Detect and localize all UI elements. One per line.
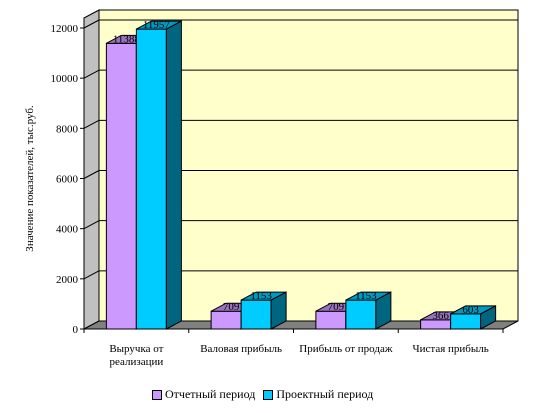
legend: Отчетный период Проектный период <box>152 387 373 402</box>
bar-top <box>136 20 182 30</box>
data-label: 11388 <box>113 33 141 45</box>
data-label: 1153 <box>250 290 272 302</box>
gridline-side <box>83 19 100 29</box>
bar-front <box>210 310 242 330</box>
gridline-side <box>83 119 100 129</box>
data-label: 366 <box>432 310 449 322</box>
bar-front <box>315 310 347 330</box>
legend-label-projected: Проектный период <box>276 387 374 401</box>
data-label: 11957 <box>143 19 171 31</box>
y-tick-label: 10000 <box>51 73 79 85</box>
y-tick-label: 4000 <box>56 224 79 236</box>
y-tick-label: 6000 <box>56 174 79 186</box>
legend-item-reporting: Отчетный период <box>152 387 255 402</box>
bar-top <box>345 291 392 301</box>
gridline-side <box>83 170 100 179</box>
x-category-label: реализации <box>109 356 163 368</box>
bar-front <box>345 299 377 330</box>
plot-side-wall <box>83 9 100 330</box>
data-label: 603 <box>462 304 479 316</box>
y-tick-label: 8000 <box>56 123 79 135</box>
legend-item-projected: Проектный период <box>263 387 373 402</box>
bar-top <box>240 291 287 301</box>
gridline-side <box>83 69 100 79</box>
gridline-side <box>83 270 100 280</box>
y-tick-label: 0 <box>73 324 79 336</box>
bar-side <box>165 20 182 330</box>
data-label: 709 <box>223 301 240 313</box>
bar-front <box>105 42 137 330</box>
y-axis-title: Значение показателей, тыс.руб. <box>24 105 36 252</box>
data-label: 709 <box>328 301 345 313</box>
data-label: 1153 <box>355 290 377 302</box>
x-category-label: Валовая прибыль <box>200 343 282 355</box>
legend-swatch-projected <box>263 389 274 400</box>
gridline-side <box>83 220 100 230</box>
bar-front <box>240 299 272 330</box>
y-tick-label: 12000 <box>51 23 79 35</box>
x-category-label: Прибыль от продаж <box>299 343 393 355</box>
bar-front <box>135 28 167 330</box>
x-category-label: Чистая прибыль <box>412 343 488 355</box>
legend-swatch-reporting <box>152 389 162 400</box>
x-category-label: Выручка от <box>109 343 163 355</box>
legend-label-reporting: Отчетный период <box>165 387 256 401</box>
bar-front <box>450 313 482 330</box>
y-tick-label: 2000 <box>56 274 79 286</box>
bar-top <box>450 305 496 315</box>
